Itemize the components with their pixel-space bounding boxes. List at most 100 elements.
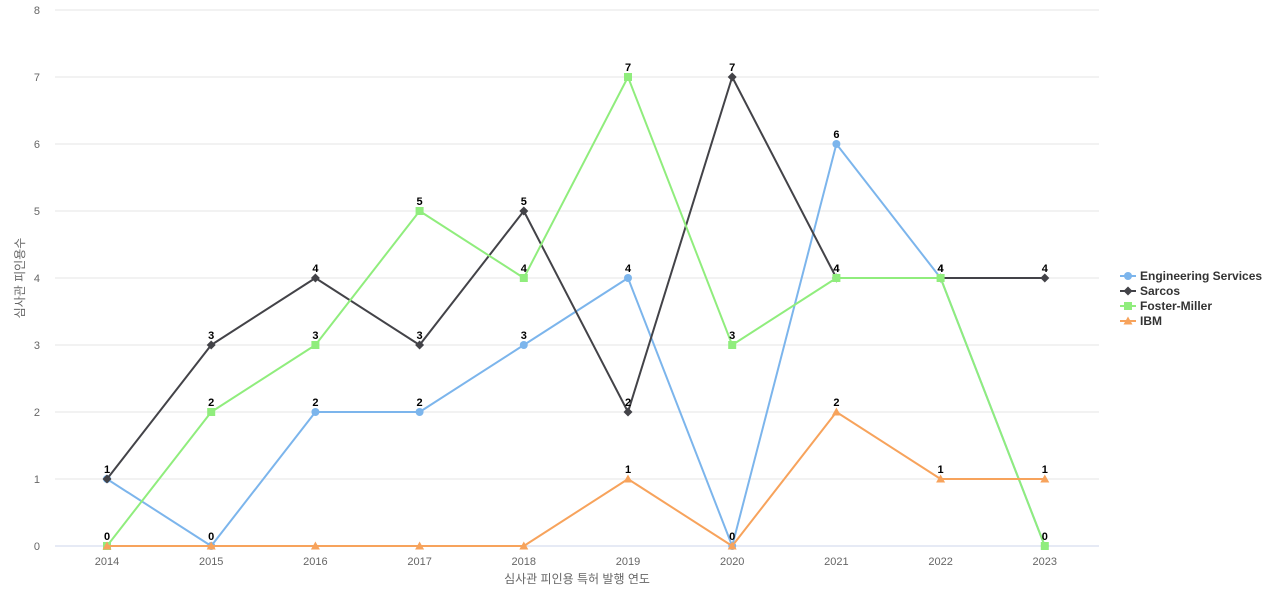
- data-point-engineering-services[interactable]: [832, 140, 841, 148]
- x-tick-label: 2014: [95, 556, 119, 568]
- data-label-engineering-services: 2: [312, 397, 318, 409]
- x-axis-title: 심사관 피인용 특허 발행 연도: [504, 571, 650, 586]
- y-tick-label: 8: [34, 5, 40, 17]
- data-point-ibm[interactable]: [623, 474, 633, 483]
- data-point-sarcos[interactable]: [206, 340, 216, 350]
- data-label-sarcos: 4: [1042, 263, 1049, 275]
- y-tick-label: 5: [34, 206, 40, 218]
- data-point-engineering-services[interactable]: [624, 274, 632, 282]
- series-line-ibm: [106, 411, 1046, 547]
- data-point-foster-miller[interactable]: [1040, 542, 1049, 550]
- y-tick-label: 6: [34, 139, 40, 151]
- x-tick-label: 2017: [407, 556, 431, 568]
- series-ibm: [102, 407, 1050, 550]
- data-label-sarcos: 5: [521, 196, 527, 208]
- x-tick-label: 2016: [303, 556, 327, 568]
- data-point-sarcos[interactable]: [727, 72, 737, 82]
- data-label-engineering-services: 0: [729, 531, 735, 543]
- data-point-foster-miller[interactable]: [728, 341, 737, 349]
- legend-label: IBM: [1140, 314, 1162, 328]
- data-label-sarcos: 4: [938, 263, 945, 275]
- data-point-ibm[interactable]: [310, 541, 320, 550]
- legend-label: Engineering Services: [1140, 269, 1262, 283]
- data-label-sarcos: 3: [208, 330, 214, 342]
- data-label-ibm: 1: [1042, 464, 1048, 476]
- data-point-sarcos[interactable]: [102, 474, 112, 484]
- data-label-sarcos: 7: [729, 62, 735, 74]
- data-label-foster-miller: 2: [208, 397, 214, 409]
- legend-item-ibm[interactable]: IBM: [1120, 314, 1162, 328]
- data-point-sarcos[interactable]: [519, 206, 529, 216]
- data-label-sarcos: 2: [625, 397, 631, 409]
- data-label-foster-miller: 0: [1042, 531, 1048, 543]
- data-point-foster-miller[interactable]: [311, 341, 320, 349]
- data-label-foster-miller: 4: [521, 263, 528, 275]
- data-label-foster-miller: 0: [104, 531, 110, 543]
- data-point-ibm[interactable]: [1040, 474, 1050, 483]
- data-point-sarcos[interactable]: [1040, 273, 1050, 283]
- data-point-foster-miller[interactable]: [832, 274, 841, 282]
- data-label-sarcos: 4: [833, 263, 840, 275]
- x-tick-label: 2015: [199, 556, 223, 568]
- data-point-foster-miller[interactable]: [207, 408, 216, 416]
- data-point-foster-miller[interactable]: [415, 207, 424, 215]
- x-tick-label: 2019: [616, 556, 640, 568]
- data-point-ibm[interactable]: [415, 541, 425, 550]
- data-point-foster-miller[interactable]: [936, 274, 945, 282]
- data-point-ibm[interactable]: [831, 407, 841, 416]
- x-tick-label: 2022: [928, 556, 952, 568]
- data-point-engineering-services[interactable]: [415, 408, 424, 416]
- legend-item-engineering-services[interactable]: Engineering Services: [1120, 269, 1262, 283]
- x-tick-label: 2021: [824, 556, 848, 568]
- data-label-foster-miller: 7: [625, 62, 631, 74]
- data-point-ibm[interactable]: [936, 474, 946, 483]
- data-point-engineering-services[interactable]: [311, 408, 320, 416]
- x-tick-label: 2018: [512, 556, 536, 568]
- data-label-ibm: 1: [625, 464, 631, 476]
- data-label-engineering-services: 3: [521, 330, 527, 342]
- series-foster-miller: [103, 73, 1049, 550]
- data-label-foster-miller: 3: [312, 330, 318, 342]
- data-label-foster-miller: 4: [833, 263, 840, 275]
- legend-label: Sarcos: [1140, 284, 1180, 298]
- data-point-ibm[interactable]: [206, 541, 216, 550]
- y-tick-label: 1: [34, 474, 40, 486]
- series-line-foster-miller: [106, 76, 1046, 547]
- data-point-foster-miller[interactable]: [519, 274, 528, 282]
- data-point-foster-miller[interactable]: [624, 73, 632, 81]
- data-label-sarcos: 3: [417, 330, 423, 342]
- y-tick-label: 2: [34, 407, 40, 419]
- data-label-ibm: 1: [938, 464, 944, 476]
- data-point-ibm[interactable]: [519, 541, 529, 550]
- legend-label: Foster-Miller: [1140, 299, 1212, 313]
- data-label-engineering-services: 2: [417, 397, 423, 409]
- y-tick-label: 7: [34, 72, 40, 84]
- data-point-sarcos[interactable]: [310, 273, 320, 283]
- data-label-ibm: 2: [833, 397, 839, 409]
- y-axis-title: 심사관 피인용수: [13, 238, 27, 319]
- data-point-ibm[interactable]: [102, 541, 112, 550]
- data-label-sarcos: 4: [312, 263, 319, 275]
- y-tick-label: 4: [34, 273, 40, 285]
- legend-item-foster-miller[interactable]: Foster-Miller: [1120, 299, 1212, 313]
- legend-marker[interactable]: [1124, 302, 1132, 310]
- legend-item-sarcos[interactable]: Sarcos: [1120, 284, 1180, 298]
- legend: Engineering ServicesSarcosFoster-MillerI…: [1120, 269, 1262, 328]
- legend-marker[interactable]: [1124, 272, 1132, 280]
- data-point-engineering-services[interactable]: [519, 341, 528, 349]
- legend-marker[interactable]: [1123, 316, 1133, 325]
- data-point-sarcos[interactable]: [415, 340, 425, 350]
- data-label-engineering-services: 0: [208, 531, 214, 543]
- legend-marker[interactable]: [1123, 286, 1133, 296]
- x-tick-label: 2023: [1033, 556, 1057, 568]
- data-point-sarcos[interactable]: [623, 407, 633, 417]
- data-point-ibm[interactable]: [727, 541, 737, 550]
- series-lines: [102, 72, 1050, 550]
- x-tick-label: 2020: [720, 556, 744, 568]
- data-label-foster-miller: 3: [729, 330, 735, 342]
- data-label-foster-miller: 5: [417, 196, 423, 208]
